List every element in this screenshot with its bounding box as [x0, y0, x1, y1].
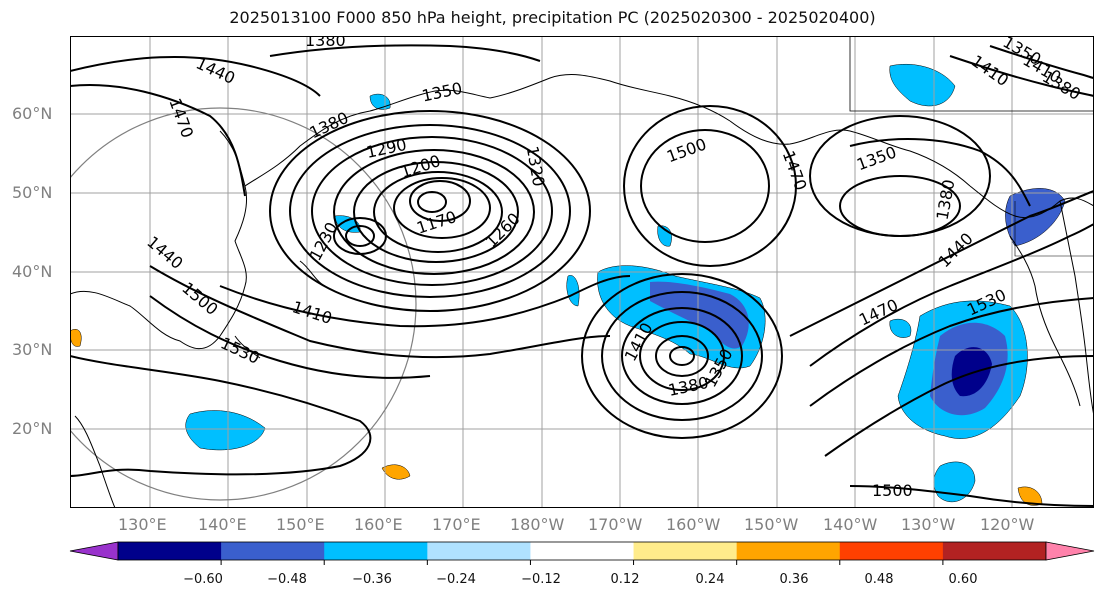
precip-area-alaska	[889, 63, 956, 107]
lat-label-50n: 50°N	[12, 183, 53, 202]
colorbar-frame	[117, 541, 1047, 561]
contour-1440-mid	[149, 265, 611, 359]
lon-label-120w: 120°W	[980, 515, 1035, 534]
precip-area-east-core	[951, 347, 992, 397]
contour-1500-east	[809, 297, 1094, 407]
contour-low-nw-5	[353, 161, 519, 263]
map-title: 2025013100 F000 850 hPa height, precipit…	[229, 8, 876, 27]
lon-label-170w: 170°W	[588, 515, 643, 534]
colorbar-tick-label: −0.48	[267, 572, 307, 587]
colorbar-cell	[530, 542, 635, 560]
contour-label: 1380	[305, 36, 346, 50]
contour-1380-top	[269, 44, 541, 62]
contour-low-nw-10	[345, 225, 375, 247]
colorbar-tick-label: 0.24	[695, 572, 725, 587]
contour-low-nw-9	[417, 191, 447, 213]
contour-high-east-2	[839, 175, 961, 237]
colorbar-cell	[633, 542, 738, 560]
colorbar-cell	[942, 542, 1047, 560]
lon-label-180w: 180°W	[510, 515, 565, 534]
contour-1500-south	[849, 485, 1094, 507]
contour-1470-west	[70, 84, 246, 197]
contour-low-nw-1	[269, 110, 591, 312]
contour-low-nw-8	[409, 180, 471, 222]
precip-area-orange-3	[70, 329, 82, 347]
lon-label-160w: 160°W	[666, 515, 721, 534]
range-circle	[70, 107, 417, 501]
lat-label-40n: 40°N	[12, 262, 53, 281]
lon-label-140w: 140°W	[823, 515, 878, 534]
contour-1350-east	[849, 138, 1031, 207]
lon-label-170e: 170°E	[432, 515, 481, 534]
precip-area-central-dark	[650, 281, 749, 349]
colorbar-cell	[221, 542, 325, 560]
contour-label: 1500	[872, 481, 913, 500]
lon-label-130w: 130°W	[901, 515, 956, 534]
colorbar-tick-label: 0.48	[864, 572, 894, 587]
contour-low-nw-11	[333, 217, 387, 255]
lon-label-140e: 140°E	[198, 515, 247, 534]
contour-1410	[219, 275, 631, 328]
colorbar-extend-low	[69, 541, 119, 561]
colorbar-tickmarks	[220, 560, 944, 565]
lat-label-30n: 30°N	[12, 340, 53, 359]
contour-high-central-1	[623, 105, 797, 267]
lon-label-150w: 150°W	[744, 515, 799, 534]
contour-1410-top	[949, 55, 1094, 97]
contour-1500-west	[149, 295, 431, 379]
colorbar-tick-label: 0.12	[610, 572, 640, 587]
contour-low-nw-3	[311, 136, 553, 286]
contour-low-central-2	[601, 291, 763, 421]
colorbar-cell	[324, 542, 428, 560]
contour-low-nw-2	[289, 124, 571, 298]
contour-low-nw-7	[393, 177, 491, 239]
precip-area-south-west	[185, 410, 266, 451]
contour-1440	[70, 55, 321, 97]
map-canvas: 1380 1440 1470 1350 1380 1290 1200 1170 …	[70, 36, 1094, 508]
colorbar-extend-high	[1045, 541, 1095, 561]
map-frame	[70, 36, 1094, 508]
contour-low-central-6	[669, 346, 695, 366]
colorbar-cell	[427, 542, 531, 560]
colorbar-tick-label: −0.60	[183, 572, 223, 587]
contour-low-nw-6	[373, 171, 503, 253]
precip-area-orange-1	[381, 464, 411, 480]
lon-label-130e: 130°E	[118, 515, 167, 534]
lat-label-60n: 60°N	[12, 104, 53, 123]
contour-1440-east	[789, 190, 1094, 337]
contour-1380-ne	[989, 45, 1094, 79]
colorbar-tick-label: 0.36	[779, 572, 809, 587]
precip-area-small-5	[889, 318, 912, 338]
gridlines	[70, 36, 1094, 508]
colorbar-cell	[118, 542, 222, 560]
colorbar-cells	[117, 541, 1047, 561]
contour-low-central-4	[639, 321, 725, 391]
lon-label-150e: 150°E	[276, 515, 325, 534]
contour-1530	[70, 355, 372, 477]
height-contours	[70, 44, 1094, 507]
contour-low-central-5	[655, 335, 709, 377]
colorbar-cell	[736, 542, 841, 560]
colorbar-tick-label: −0.36	[352, 572, 392, 587]
colorbar-cell	[839, 542, 944, 560]
lon-label-160e: 160°E	[354, 515, 403, 534]
contour-1530-east	[824, 355, 1094, 457]
contour-low-central-1	[581, 273, 783, 439]
contour-low-nw-4	[333, 149, 535, 275]
precip-area-small-3	[566, 275, 580, 307]
precip-area-coast	[1005, 188, 1066, 247]
colorbar-tick-label: 0.60	[948, 572, 978, 587]
contour-low-central-3	[621, 307, 743, 405]
contour-1470-east	[809, 223, 1094, 367]
colorbar-tick-label: −0.12	[521, 572, 561, 587]
contour-high-central-2	[640, 129, 770, 243]
lat-label-20n: 20°N	[12, 419, 53, 438]
coastlines	[70, 36, 1094, 508]
colorbar-tick-label: −0.24	[436, 572, 476, 587]
map-panel: 1380 1440 1470 1350 1380 1290 1200 1170 …	[70, 36, 1094, 508]
